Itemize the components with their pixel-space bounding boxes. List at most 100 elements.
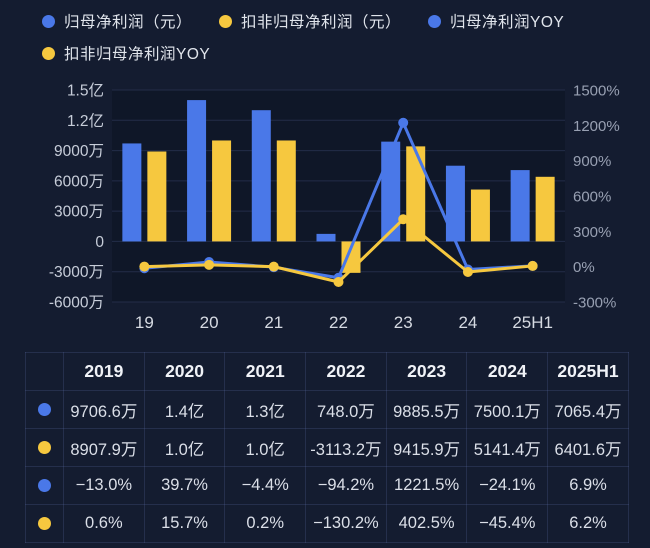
left-axis-tick-label: 9000万 (54, 143, 104, 160)
point-profit-deducted-yoy-24 (462, 267, 473, 278)
point-profit-deducted-yoy-22 (333, 277, 344, 288)
table-cell: −130.2% (305, 504, 387, 543)
table-cell: 1.0亿 (143, 428, 226, 467)
table-header-year: 2021 (224, 352, 307, 391)
table-header-year: 2025H1 (547, 352, 629, 391)
right-axis-tick-label: 600% (573, 189, 611, 206)
bar-profit-deducted-21 (276, 140, 296, 242)
table-cell: 1221.5% (385, 466, 468, 505)
table-header-year: 2023 (385, 352, 468, 391)
bar-profit-deducted-25H1 (535, 176, 555, 242)
left-axis-tick-label: 1.5亿 (67, 82, 104, 100)
series-dot-icon (38, 479, 51, 493)
table-cell: −94.2% (305, 466, 387, 505)
point-profit-deducted-yoy-25H1 (527, 260, 538, 271)
left-axis-tick-label: 6000万 (54, 173, 104, 190)
bar-profit-deducted-19 (147, 151, 167, 242)
row-series-dot-cell (25, 504, 64, 543)
legend-item-profit-parent-yoy[interactable]: 归母净利润YOY (428, 10, 564, 32)
legend-label: 归母净利润YOY (450, 14, 565, 31)
right-axis-tick-label: 0% (573, 259, 595, 276)
left-axis-tick-label: 0 (95, 234, 104, 251)
legend-item-profit-parent[interactable]: 归母净利润（元） (42, 10, 192, 32)
point-profit-deducted-yoy-20 (204, 259, 215, 270)
table-cell: 0.6% (63, 504, 145, 543)
legend-item-profit-deducted[interactable]: 扣非归母净利润（元） (219, 10, 401, 32)
legend-label: 扣非归母净利润（元） (241, 14, 402, 31)
bar-profit-deducted-24 (470, 189, 490, 242)
table-cell: 1.0亿 (224, 428, 307, 467)
x-axis-label: 24 (458, 313, 477, 332)
table-cell: 6.2% (547, 504, 629, 543)
table-cell: −4.4% (224, 466, 307, 505)
x-axis-label: 19 (135, 313, 154, 332)
table-row-profit-deducted: 8907.9万 1.0亿 1.0亿 -3113.2万 9415.9万 5141.4万 640… (25, 428, 629, 467)
table-cell: 1.4亿 (143, 390, 226, 429)
bar-profit-deducted-20 (212, 140, 232, 242)
table-row-profit-parent: 9706.6万 1.4亿 1.3亿 748.0万 9885.5万 7500.1万 7065.… (25, 390, 629, 429)
table-cell: −13.0% (63, 466, 145, 505)
left-axis-tick-label: 3000万 (54, 204, 104, 221)
legend-dot-yellow-icon (219, 14, 233, 28)
row-series-dot-cell (25, 428, 64, 467)
bar-profit-parent-20 (187, 100, 207, 242)
table-cell: 0.2% (224, 504, 307, 543)
x-axis-label: 21 (264, 313, 283, 332)
right-axis-tick-label: 900% (573, 153, 611, 170)
point-profit-parent-yoy-23 (398, 117, 409, 128)
x-axis-label: 23 (394, 313, 413, 332)
financials-table: 2019 2020 2021 2022 2023 2024 2025H1 9706.6万 1.4… (25, 352, 629, 543)
table-corner-cell (25, 352, 64, 391)
series-dot-icon (38, 441, 51, 455)
table-row-profit-deducted-yoy: 0.6% 15.7% 0.2% −130.2% 402.5% −45.4% 6.2% (25, 504, 629, 543)
legend-label: 扣非归母净利润YOY (64, 46, 211, 63)
row-series-dot-cell (25, 390, 64, 429)
table-cell: −24.1% (466, 466, 549, 505)
legend-dot-yellow-icon (42, 46, 55, 60)
bar-profit-parent-21 (251, 110, 271, 242)
table-cell: −45.4% (466, 504, 549, 543)
table-cell: 7500.1万 (466, 390, 549, 429)
left-axis-tick-label: 1.2亿 (67, 112, 104, 130)
table-cell: 5141.4万 (466, 428, 549, 467)
table-cell: 15.7% (143, 504, 226, 543)
legend-row-2: 扣非归母净利润YOY (42, 40, 642, 66)
table-header-row: 2019 2020 2021 2022 2023 2024 2025H1 (25, 352, 629, 391)
bar-profit-parent-25H1 (510, 170, 530, 242)
table-header-year: 2020 (143, 352, 226, 391)
right-axis-tick-label: 1200% (573, 118, 620, 135)
table-header-year: 2022 (305, 352, 387, 391)
bar-profit-deducted-23 (406, 146, 426, 242)
x-axis-label: 20 (200, 313, 219, 332)
row-series-dot-cell (25, 466, 64, 505)
x-axis-label: 25H1 (512, 313, 553, 332)
legend-item-profit-deducted-yoy[interactable]: 扣非归母净利润YOY (42, 42, 210, 64)
bar-profit-parent-24 (445, 165, 465, 242)
right-axis-tick-label: -300% (573, 295, 616, 312)
table-header-year: 2024 (466, 352, 549, 391)
point-profit-deducted-yoy-23 (398, 214, 409, 225)
table-cell: 1.3亿 (224, 390, 307, 429)
right-axis-tick-label: 300% (573, 224, 611, 241)
table-cell: 7065.4万 (547, 390, 629, 429)
table-cell: -3113.2万 (305, 428, 387, 467)
point-profit-deducted-yoy-21 (268, 261, 279, 272)
table-cell: 6.9% (547, 466, 629, 505)
left-axis-tick-label: -3000万 (49, 264, 104, 281)
table-cell: 9885.5万 (385, 390, 468, 429)
table-row-profit-parent-yoy: −13.0% 39.7% −4.4% −94.2% 1221.5% −24.1% 6.9% (25, 466, 629, 505)
legend-dot-blue-icon (42, 14, 55, 28)
table-header-year: 2019 (63, 352, 145, 391)
x-axis-label: 22 (329, 313, 348, 332)
table-cell: 748.0万 (305, 390, 387, 429)
legend-dot-blue-icon (428, 14, 442, 28)
table-cell: 8907.9万 (63, 428, 145, 467)
table-cell: 402.5% (385, 504, 468, 543)
chart-legend: 归母净利润（元） 扣非归母净利润（元） 归母净利润YOY 扣非归母净利润YOY (42, 8, 642, 72)
bar-profit-parent-22 (316, 233, 336, 242)
table-cell: 39.7% (143, 466, 226, 505)
legend-row-1: 归母净利润（元） 扣非归母净利润（元） 归母净利润YOY (42, 8, 642, 34)
series-dot-icon (38, 517, 51, 531)
bar-profit-parent-19 (122, 143, 142, 242)
